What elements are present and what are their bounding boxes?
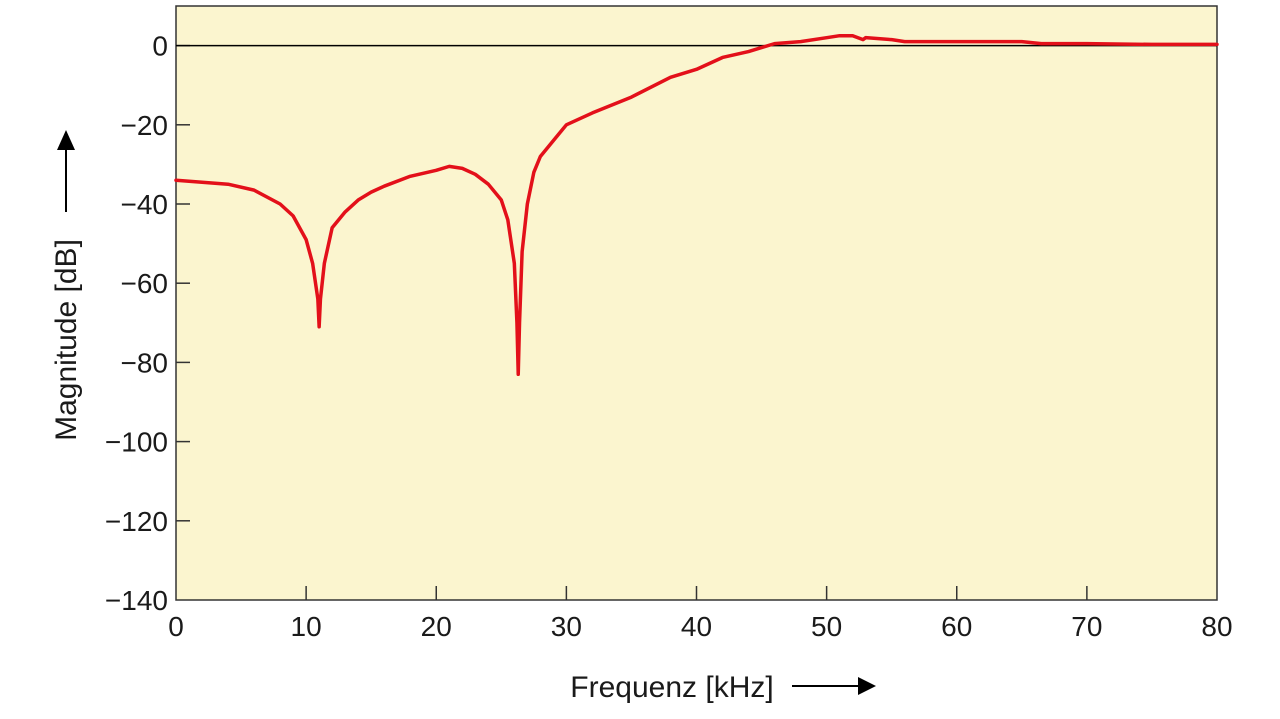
x-tick-label: 60 [941,611,972,642]
y-tick-label: −140 [105,585,168,616]
y-tick-label: −120 [105,506,168,537]
y-axis-arrow [57,130,75,212]
y-tick-label: −40 [121,189,169,220]
x-tick-label: 10 [291,611,322,642]
y-tick-labels: 0 −20 −40 −60 −80 −100 −120 −140 [105,31,168,616]
x-tick-label: 50 [811,611,842,642]
y-tick-label: −100 [105,427,168,458]
plot-area [175,5,1218,601]
y-tick-label: −60 [121,268,169,299]
x-tick-labels: 0 10 20 30 40 50 60 70 80 [168,611,1232,642]
y-tick-label: −20 [121,110,169,141]
x-tick-label: 30 [551,611,582,642]
x-tick-label: 0 [168,611,184,642]
x-axis-title: Frequenz [kHz] [570,671,773,704]
y-tick-label: 0 [152,31,168,62]
x-tick-label: 70 [1071,611,1102,642]
x-tick-label: 20 [421,611,452,642]
tick-marks [176,44,1088,600]
x-tick-label: 40 [681,611,712,642]
x-tick-label: 80 [1201,611,1232,642]
y-axis-title: Magnitude [dB] [50,239,83,441]
x-axis-arrow [792,677,876,695]
y-tick-label: −80 [121,347,169,378]
series-line [174,33,1219,377]
